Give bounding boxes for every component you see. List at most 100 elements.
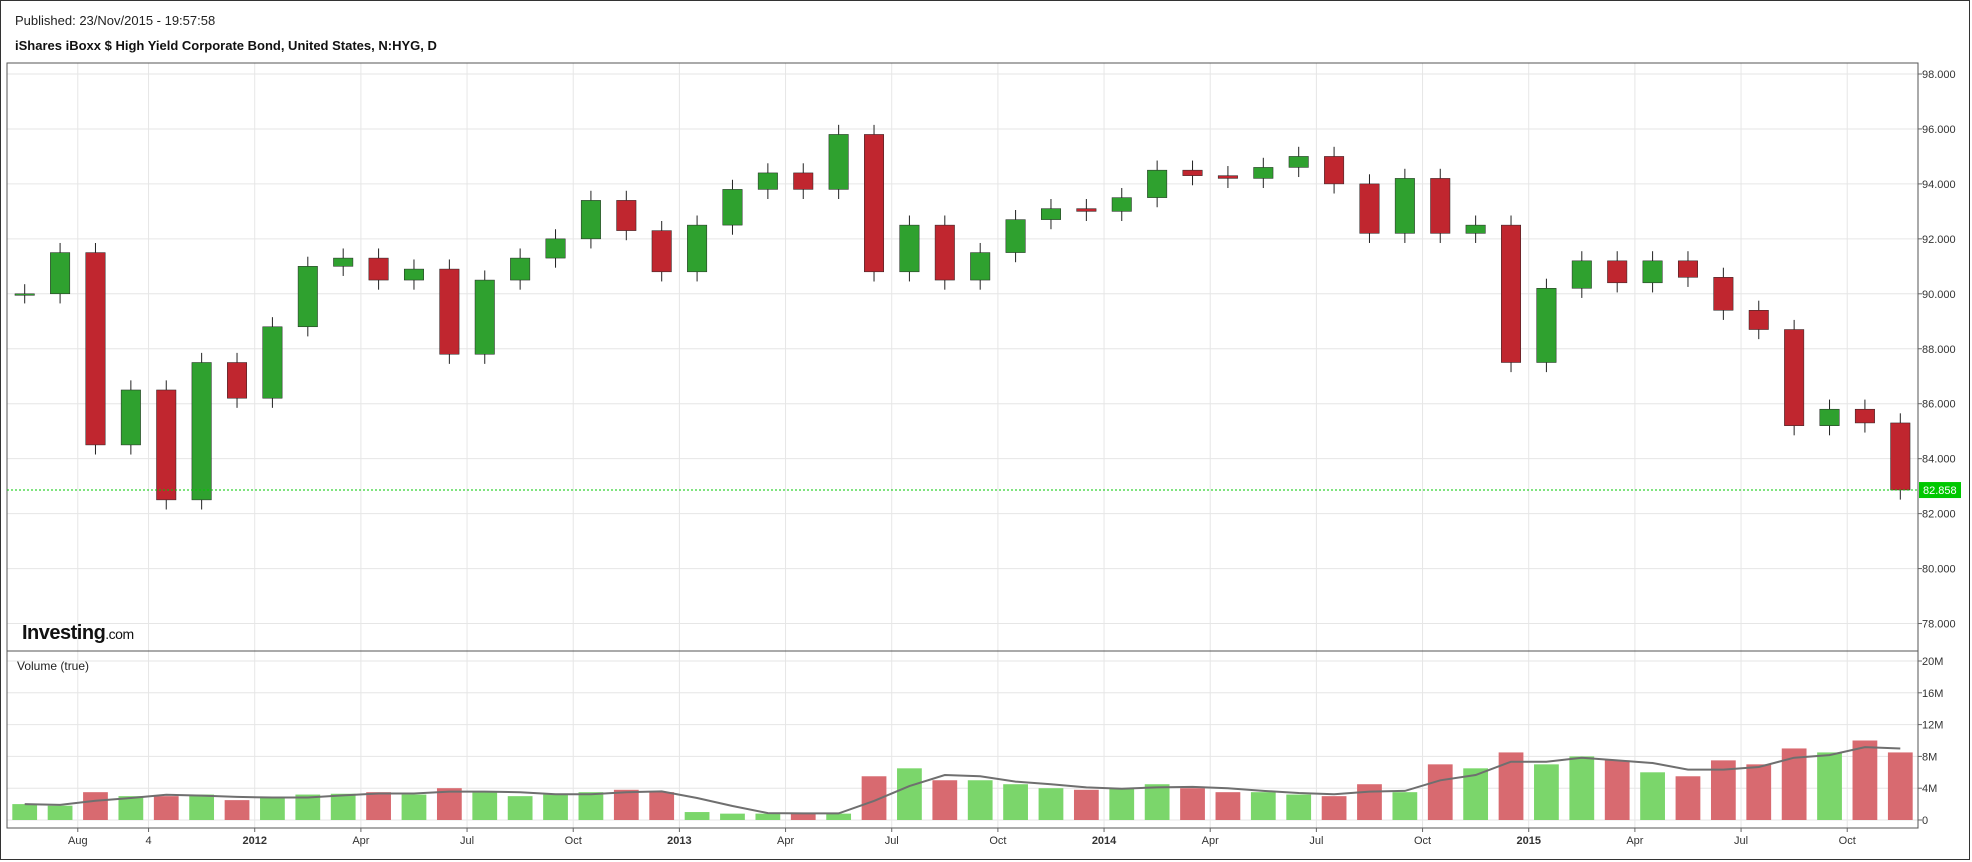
price-candle xyxy=(156,389,177,501)
volume-bar xyxy=(224,800,250,820)
volume-bar xyxy=(1604,760,1630,820)
date-tick-label: Oct xyxy=(565,835,582,847)
published-timestamp: Published: 23/Nov/2015 - 19:57:58 xyxy=(15,13,216,28)
price-candle xyxy=(1854,408,1875,424)
volume-bars xyxy=(12,740,1913,820)
price-candle xyxy=(1819,408,1840,426)
price-tick-label: 96.000 xyxy=(1922,124,1956,136)
volume-bar xyxy=(578,792,604,820)
date-tick-label: 2013 xyxy=(667,835,691,847)
price-candle xyxy=(934,224,955,281)
volume-bar xyxy=(1357,784,1382,820)
price-candle xyxy=(1748,310,1769,330)
price-candle xyxy=(403,268,424,281)
date-tick-label: 2014 xyxy=(1092,835,1117,847)
price-candle xyxy=(191,362,212,501)
logo-text: Investing xyxy=(22,622,106,644)
volume-bar xyxy=(1569,756,1595,820)
price-candle xyxy=(1005,219,1026,253)
price-candle xyxy=(1501,224,1522,363)
volume-grid xyxy=(7,660,1918,821)
price-candle xyxy=(1784,329,1805,426)
volume-bar xyxy=(1286,794,1312,820)
volume-tick-label: 20M xyxy=(1922,656,1943,668)
price-candle xyxy=(227,362,248,399)
price-candles xyxy=(14,124,1911,510)
price-tick-label: 82.000 xyxy=(1922,509,1956,521)
price-tick-label: 88.000 xyxy=(1922,344,1956,356)
volume-label: Volume (true) xyxy=(17,659,90,673)
date-tick-label: Apr xyxy=(1626,835,1643,847)
price-candle xyxy=(1677,260,1698,278)
volume-bar xyxy=(932,780,958,820)
volume-bar xyxy=(1003,784,1028,820)
volume-bar xyxy=(684,812,710,820)
volume-bar xyxy=(720,813,745,820)
volume-bar xyxy=(543,794,568,820)
price-candle xyxy=(1182,169,1203,176)
volume-bar xyxy=(401,794,427,820)
last-price-label: 82.858 xyxy=(1923,485,1957,497)
logo-suffix: .com xyxy=(105,626,134,642)
volume-bar xyxy=(47,805,73,820)
price-candle xyxy=(1430,178,1451,234)
volume-bar xyxy=(897,768,922,820)
volume-tick-label: 16M xyxy=(1922,688,1943,700)
volume-bar xyxy=(1144,784,1170,820)
date-tick-label: Jul xyxy=(1734,835,1748,847)
price-candle xyxy=(616,200,637,231)
date-tick-label: Apr xyxy=(1202,835,1219,847)
volume-panel-border xyxy=(6,650,1919,829)
date-axis: Aug 4 2012 Apr Jul Oct 2013 Apr Jul Oct 2014 Apr Jul… xyxy=(68,828,1856,847)
price-tick-label: 98.000 xyxy=(1922,69,1956,81)
date-tick-label: 2012 xyxy=(242,835,266,847)
volume-bar xyxy=(12,804,38,820)
volume-bar xyxy=(507,796,533,820)
volume-bar xyxy=(260,797,285,820)
price-candle xyxy=(1713,277,1734,311)
price-candle xyxy=(510,257,531,281)
price-candle xyxy=(1607,260,1628,284)
price-candle xyxy=(793,172,814,190)
volume-bar xyxy=(1109,788,1135,820)
price-candle xyxy=(757,172,778,190)
price-candle xyxy=(1076,208,1097,212)
price-grid xyxy=(7,63,1918,828)
price-tick-label: 86.000 xyxy=(1922,399,1956,411)
date-tick-label: 2015 xyxy=(1516,835,1540,847)
volume-bar xyxy=(1746,764,1772,820)
volume-axis: 20M 16M 12M 8M 4M 0 xyxy=(1918,656,1943,827)
price-candle xyxy=(368,257,389,281)
price-candle xyxy=(545,238,566,259)
volume-bar xyxy=(1215,792,1241,820)
price-candle xyxy=(1147,169,1168,198)
volume-tick-label: 12M xyxy=(1922,720,1943,732)
price-tick-label: 84.000 xyxy=(1922,454,1956,466)
volume-bar xyxy=(1498,752,1524,820)
price-candle xyxy=(1253,167,1274,179)
volume-bar xyxy=(755,813,781,820)
date-tick-label: Jul xyxy=(460,835,474,847)
volume-bar xyxy=(826,813,852,820)
price-candle xyxy=(474,279,495,355)
volume-bar xyxy=(83,792,108,820)
price-candle xyxy=(1571,260,1592,289)
chart-title: iShares iBoxx $ High Yield Corporate Bon… xyxy=(15,38,437,53)
price-candle xyxy=(120,389,141,446)
date-tick-label: Apr xyxy=(777,835,794,847)
price-candle xyxy=(580,200,601,240)
volume-bar xyxy=(330,793,356,820)
volume-bar xyxy=(1392,792,1418,820)
price-tick-label: 90.000 xyxy=(1922,289,1956,301)
volume-bar xyxy=(1534,764,1559,820)
volume-bar xyxy=(1852,740,1878,820)
volume-bar xyxy=(1321,796,1347,820)
price-candle xyxy=(1359,183,1380,234)
date-tick-label: Jul xyxy=(885,835,899,847)
price-candle xyxy=(439,268,460,355)
date-tick-label: 4 xyxy=(145,835,151,847)
price-candle xyxy=(828,134,849,190)
volume-bar xyxy=(436,788,462,820)
